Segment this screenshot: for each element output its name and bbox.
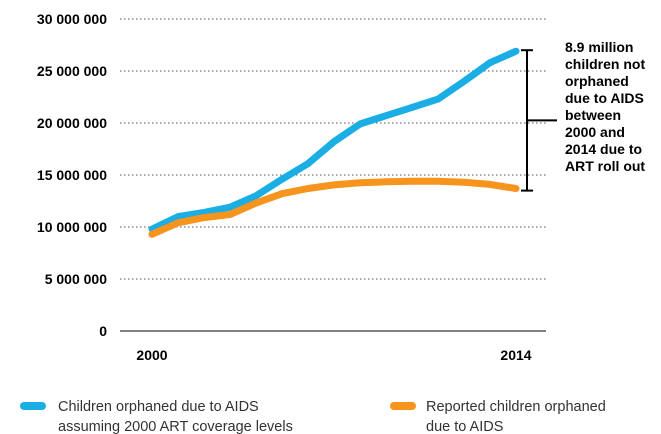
legend-label: Reported children orphaned bbox=[426, 399, 606, 415]
legend-label: Children orphaned due to AIDS bbox=[58, 399, 259, 415]
series-line-2 bbox=[148, 177, 520, 238]
legend-label: assuming 2000 ART coverage levels bbox=[58, 419, 293, 434]
annotation-line: orphaned bbox=[565, 73, 629, 89]
y-tick-labels: 0 5 000 000 10 000 000 15 000 000 20 000 000… bbox=[37, 11, 107, 339]
gridlines bbox=[120, 18, 546, 280]
y-tick-label: 5 000 000 bbox=[45, 271, 107, 287]
y-tick-label: 0 bbox=[99, 323, 107, 339]
annotation-line: due to AIDS bbox=[565, 90, 644, 106]
annotation-line: children not bbox=[565, 56, 645, 72]
annotation-line: between bbox=[565, 107, 621, 123]
series-line-1 bbox=[148, 47, 520, 233]
y-tick-label: 25 000 000 bbox=[37, 63, 107, 79]
x-tick-label: 2014 bbox=[500, 347, 531, 363]
annotation-line: 8.9 million bbox=[565, 39, 633, 55]
y-tick-label: 20 000 000 bbox=[37, 115, 107, 131]
annotation-line: 2000 and bbox=[565, 124, 625, 140]
y-tick-label: 30 000 000 bbox=[37, 11, 107, 27]
x-tick-labels: 2000 2014 bbox=[136, 347, 531, 363]
y-tick-label: 10 000 000 bbox=[37, 219, 107, 235]
legend-label: due to AIDS bbox=[426, 419, 503, 434]
series-lines bbox=[148, 47, 520, 238]
x-tick-label: 2000 bbox=[136, 347, 167, 363]
annotation-line: 2014 due to bbox=[565, 141, 642, 157]
y-tick-label: 15 000 000 bbox=[37, 167, 107, 183]
legend: Children orphaned due to AIDS assuming 20… bbox=[20, 399, 606, 434]
annotation-line: ART roll out bbox=[565, 158, 645, 174]
